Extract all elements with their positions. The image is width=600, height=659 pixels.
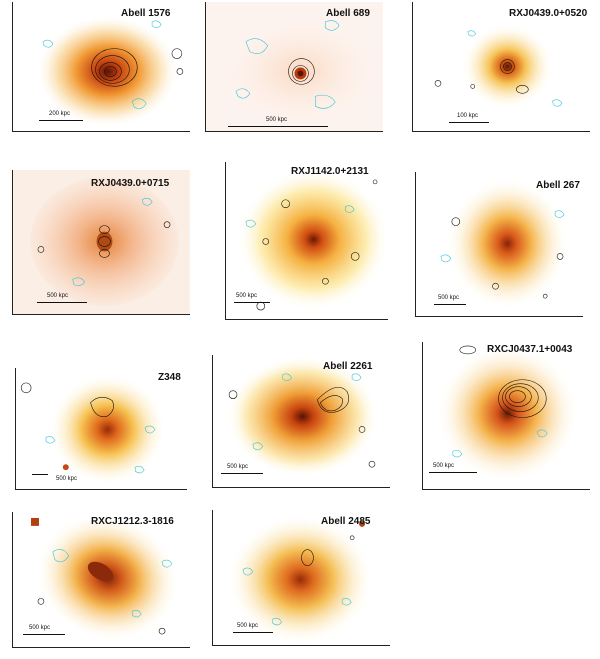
scale-bar xyxy=(37,302,87,303)
negative-contours xyxy=(245,205,355,228)
scale-bar xyxy=(228,126,328,127)
panel-title: Abell 2485 xyxy=(321,516,371,527)
scale-label: 500 kpc xyxy=(29,625,51,631)
scale-label: 200 kpc xyxy=(49,111,71,117)
cluster-panel-abell-267: Abell 267 500 kpc xyxy=(415,172,583,317)
scale-label: 500 kpc xyxy=(433,463,455,469)
xray-image xyxy=(31,514,178,641)
scale-label: 100 kpc xyxy=(457,113,479,119)
xray-image xyxy=(238,169,388,311)
cluster-panel-rxj1142-2131: RXJ1142.0+2131 500 kpc xyxy=(225,162,388,320)
panel-title: RXCJ1212.3-1816 xyxy=(91,516,174,527)
cluster-panel-abell-689: Abell 689 500 kpc xyxy=(205,2,383,132)
xray-image xyxy=(437,345,578,482)
radio-contours xyxy=(228,386,376,468)
cluster-panel-z348: Z348 500 kpc xyxy=(15,368,187,490)
scale-bar xyxy=(32,474,48,475)
xray-image xyxy=(206,2,383,131)
radio-contours xyxy=(288,58,315,85)
scale-bar xyxy=(234,302,270,303)
negative-contours xyxy=(440,210,565,263)
xray-image xyxy=(434,24,563,109)
scale-label: 500 kpc xyxy=(237,623,259,629)
radio-contours xyxy=(37,598,166,635)
xray-image xyxy=(229,515,372,644)
scale-bar xyxy=(434,304,466,305)
negative-contours xyxy=(235,20,340,109)
xray-image xyxy=(440,178,568,309)
xray-image xyxy=(20,374,165,485)
negative-contours xyxy=(452,429,548,458)
scale-bar xyxy=(221,473,263,474)
panel-title: Abell 2261 xyxy=(323,361,373,372)
panel-title: Z348 xyxy=(158,372,181,383)
negative-contours xyxy=(72,197,153,287)
panel-title: Abell 689 xyxy=(326,8,370,19)
negative-contours xyxy=(45,425,156,474)
panel-title: RXCJ0437.1+0043 xyxy=(487,344,573,355)
cluster-panel-abell-2485: Abell 2485 500 kpc xyxy=(212,510,390,646)
radio-contours xyxy=(91,48,184,87)
xray-image xyxy=(228,356,377,477)
scale-bar xyxy=(23,634,65,635)
radio-contours xyxy=(301,535,355,566)
panel-title: RXJ1142.0+2131 xyxy=(291,166,369,177)
radio-contours xyxy=(451,217,564,299)
cluster-panel-rxcj0437-0043: RXCJ0437.1+0043 500 kpc xyxy=(422,342,590,490)
radio-contours xyxy=(459,345,547,418)
scale-label: 500 kpc xyxy=(438,295,460,301)
scale-bar xyxy=(233,632,273,633)
panel-title: Abell 1576 xyxy=(121,8,171,19)
panel-title: Abell 267 xyxy=(536,180,580,191)
scale-label: 500 kpc xyxy=(47,293,69,299)
scale-bar xyxy=(429,472,477,473)
radio-contours xyxy=(434,59,529,94)
negative-contours xyxy=(467,30,563,107)
cluster-panel-abell-1576: Abell 1576 200 kpc xyxy=(12,2,190,132)
scale-label: 500 kpc xyxy=(266,117,288,123)
cluster-panel-abell-2261: Abell 2261 500 kpc xyxy=(212,355,390,488)
radio-contours xyxy=(20,382,114,418)
scale-label: 500 kpc xyxy=(236,293,258,299)
cluster-panel-rxcj1212-1816: RXCJ1212.3-1816 500 kpc xyxy=(12,512,190,648)
panel-title: RXJ0439.0+0715 xyxy=(91,178,170,189)
scale-label: 500 kpc xyxy=(56,476,78,482)
radio-contours xyxy=(37,221,171,258)
cluster-panel-rxj0439-0715: RXJ0439.0+0715 500 kpc xyxy=(12,170,190,315)
xray-image xyxy=(37,16,184,127)
panel-title: RXJ0439.0+0520 xyxy=(509,8,588,19)
scale-bar xyxy=(449,122,489,123)
negative-contours xyxy=(42,20,162,109)
scale-bar xyxy=(39,120,83,121)
xray-image xyxy=(13,170,190,314)
negative-contours xyxy=(242,567,352,626)
negative-contours xyxy=(52,549,173,618)
scale-label: 500 kpc xyxy=(227,464,249,470)
negative-contours xyxy=(252,373,362,451)
cluster-panel-rxj0439-0520: RXJ0439.0+0520 100 kpc xyxy=(412,2,590,132)
